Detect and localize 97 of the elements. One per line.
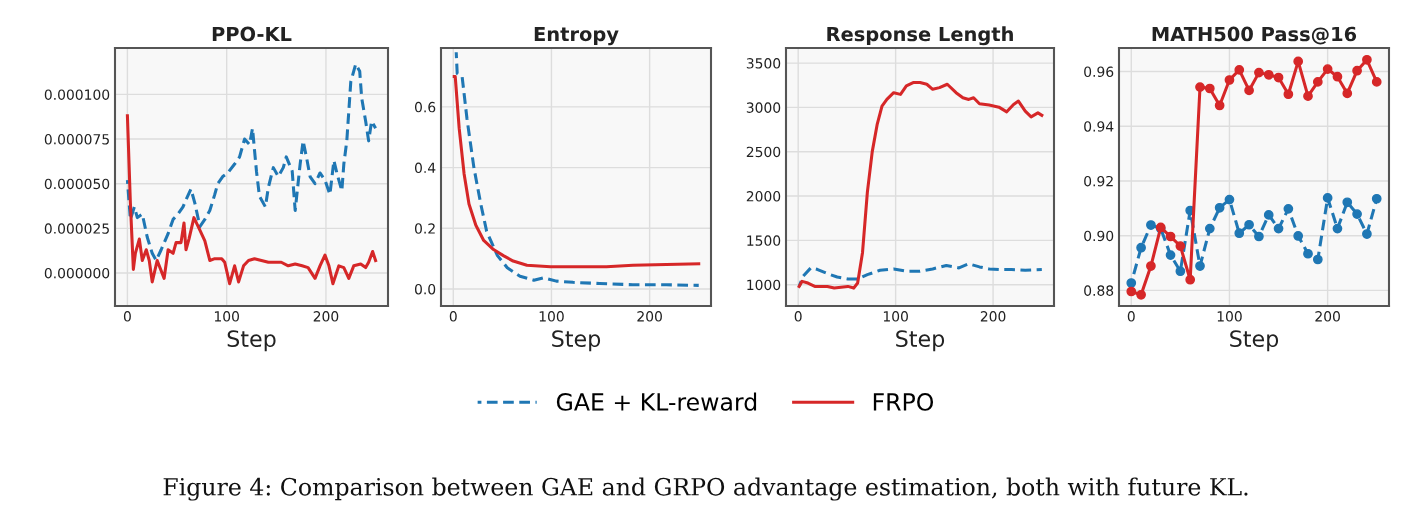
point — [1175, 266, 1186, 277]
y-tick-label: 0.92 — [1084, 175, 1113, 187]
chart-title: PPO-KL — [212, 26, 292, 42]
point — [1303, 91, 1313, 102]
y-tick-label: 0.88 — [1084, 285, 1114, 296]
line-series — [125, 114, 378, 286]
point — [1332, 223, 1343, 234]
y-tick-label: 3000 — [746, 102, 781, 113]
point — [1165, 231, 1176, 242]
point — [1283, 204, 1294, 214]
point — [1322, 193, 1333, 203]
y-tick-label: 0.96 — [1084, 66, 1114, 77]
y-tick-label: 0.000100 — [44, 89, 110, 100]
x-tick-label: 200 — [1315, 311, 1340, 322]
point — [1204, 83, 1215, 94]
x-tick-label: 0 — [449, 311, 457, 322]
point — [1224, 194, 1235, 205]
point — [1214, 202, 1225, 213]
point — [1303, 248, 1313, 259]
x-axis-title: Step — [227, 330, 276, 352]
x-tick-label: 200 — [313, 311, 339, 322]
line-series — [454, 50, 701, 287]
y-tick-label: 0.000050 — [44, 178, 110, 190]
point — [1312, 254, 1323, 265]
point — [1322, 64, 1333, 74]
point — [1273, 223, 1284, 234]
x-tick-label: 100 — [214, 311, 240, 322]
y-tick-label: 3500 — [746, 58, 781, 69]
point — [1263, 210, 1274, 220]
y-tick-label: 2500 — [746, 146, 781, 158]
y-tick-label: 0.000075 — [44, 134, 109, 145]
x-tick-label: 200 — [980, 311, 1006, 322]
point — [1362, 54, 1372, 65]
y-tick-label: 1000 — [747, 279, 781, 291]
y-tick-label: 2000 — [746, 191, 781, 202]
legend-label: GAE + KL-reward — [556, 392, 757, 411]
point — [1263, 69, 1274, 80]
y-tick-label: 0.6 — [414, 101, 436, 113]
x-tick-label: 100 — [1217, 311, 1242, 322]
y-tick-label: 1500 — [747, 235, 781, 246]
point — [1371, 193, 1382, 204]
x-tick-label: 100 — [539, 311, 564, 322]
point — [1254, 67, 1264, 78]
chart-title: Response Length — [827, 26, 1013, 46]
point — [1175, 241, 1186, 251]
point — [1273, 72, 1284, 83]
point — [1371, 77, 1382, 87]
point — [1136, 242, 1146, 253]
point — [1352, 209, 1362, 219]
line-series — [797, 81, 1044, 290]
point — [1224, 75, 1235, 85]
point — [1293, 231, 1304, 241]
x-tick-label: 0 — [794, 311, 802, 322]
x-axis-title: Step — [552, 330, 601, 352]
point — [1204, 223, 1215, 234]
point — [1126, 286, 1137, 297]
point — [1234, 228, 1245, 239]
x-tick-label: 0 — [123, 311, 131, 322]
point — [1195, 261, 1205, 271]
y-tick-label: 0.90 — [1084, 230, 1114, 242]
y-tick-label: 0.000000 — [44, 267, 110, 279]
chart-title: MATH500 Pass@16 — [1152, 26, 1357, 45]
point — [1136, 289, 1146, 300]
x-axis-title: Step — [1230, 330, 1279, 352]
y-tick-label: 0.2 — [414, 223, 435, 234]
point — [1244, 219, 1254, 230]
y-tick-label: 0.4 — [414, 162, 436, 174]
y-tick-label: 0.94 — [1084, 121, 1114, 132]
point — [1214, 100, 1225, 111]
point — [1293, 56, 1304, 67]
point — [1312, 77, 1323, 87]
point — [1352, 65, 1362, 76]
caption: Figure 4: Comparison between GAE and GRPO advantage estimation, both with future KL. — [163, 477, 1248, 501]
chart-title: Entropy — [534, 26, 619, 46]
y-tick-label: 0.000025 — [44, 223, 109, 234]
line-series — [125, 62, 378, 262]
point — [1126, 278, 1137, 288]
point — [1244, 85, 1254, 96]
point — [1146, 220, 1156, 230]
x-tick-label: 0 — [1127, 311, 1135, 322]
point — [1342, 88, 1353, 99]
point — [1283, 89, 1294, 100]
point — [1254, 231, 1264, 242]
point — [1185, 274, 1196, 285]
x-tick-label: 100 — [883, 311, 908, 322]
point — [1362, 229, 1372, 239]
legend-label: FRPO — [873, 393, 934, 411]
point — [1234, 65, 1245, 75]
x-tick-label: 200 — [637, 311, 662, 322]
point — [1195, 82, 1205, 92]
point — [1165, 250, 1176, 260]
point — [1332, 71, 1343, 82]
point — [1342, 197, 1353, 208]
line-series — [452, 75, 701, 269]
y-tick-label: 0.0 — [414, 283, 436, 295]
point — [1146, 261, 1156, 271]
x-axis-title: Step — [896, 330, 945, 352]
